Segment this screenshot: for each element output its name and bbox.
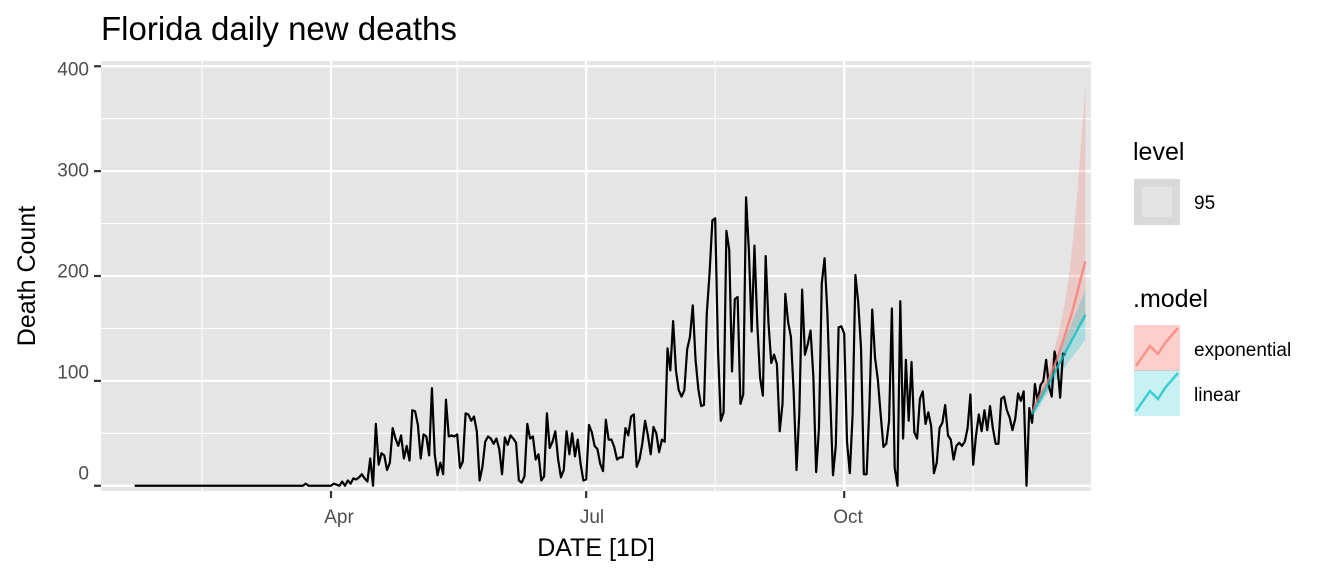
y-axis: 0 100 200 300 400 (57, 60, 101, 487)
legend-line-linear (1134, 372, 1179, 412)
x-axis: Apr Jul Oct (324, 491, 863, 528)
x-axis-title: DATE [1D] (537, 534, 655, 562)
legend-level-label: 95 (1194, 193, 1215, 214)
ribbon-exponential-95 (1032, 87, 1086, 417)
legend: level 95 .model exponential linear (1133, 138, 1291, 416)
legend-label-linear: linear (1194, 385, 1241, 406)
y-tick-label-400: 400 (57, 60, 89, 81)
series-forecast-exponential (1031, 261, 1087, 413)
y-tick-label-200: 200 (57, 262, 89, 283)
legend-model-title: .model (1133, 285, 1208, 313)
x-tick-label-oct: Oct (833, 507, 863, 528)
legend-level-title: level (1133, 138, 1184, 166)
y-tick-label-0: 0 (78, 464, 89, 485)
y-tick-label-100: 100 (57, 363, 89, 384)
y-axis-title: Death Count (13, 206, 41, 346)
chart-title: Florida daily new deaths (101, 10, 457, 47)
legend-label-exponential: exponential (1194, 340, 1291, 361)
series-observed-deaths (134, 196, 1067, 487)
minor-gridlines (101, 61, 1091, 491)
x-tick-label-jul: Jul (580, 507, 604, 528)
series-forecast-linear (1031, 314, 1087, 416)
y-tick-label-300: 300 (57, 161, 89, 182)
series-lines (134, 196, 1087, 487)
x-tick-label-apr: Apr (324, 507, 354, 528)
legend-level-swatch (1142, 187, 1172, 217)
legend-line-exponential (1134, 327, 1179, 367)
